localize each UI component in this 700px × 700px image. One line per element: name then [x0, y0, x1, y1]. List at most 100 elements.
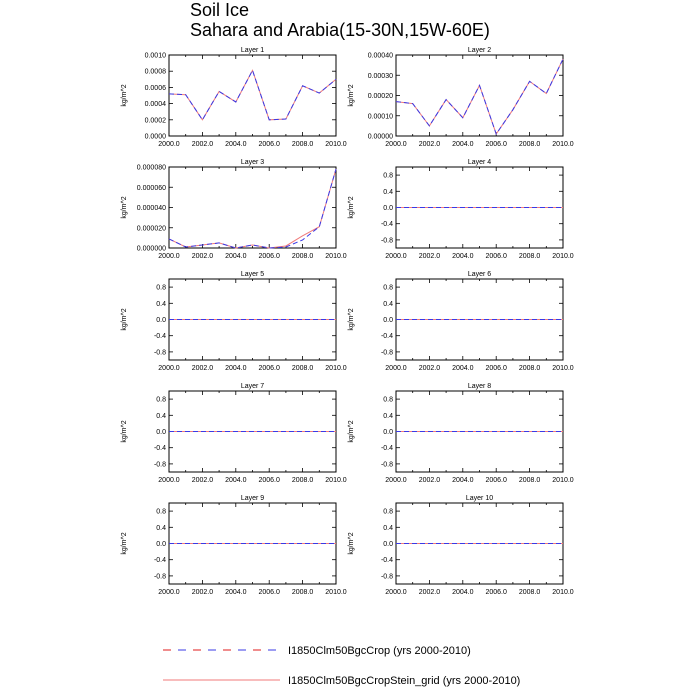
panel-title: Layer 8 [468, 383, 491, 390]
y-tick-label: -0.4 [381, 221, 393, 228]
x-tick-label: 2008.0 [519, 365, 541, 372]
y-tick-label: -0.8 [154, 349, 166, 356]
y-tick-label: -0.4 [154, 333, 166, 340]
x-tick-label: 2010.0 [552, 141, 574, 148]
y-axis-label: kg/m^2 [121, 420, 128, 442]
y-tick-label: 0.4 [156, 413, 166, 420]
x-tick-label: 2002.0 [192, 141, 214, 148]
y-tick-label: 0.8 [383, 285, 393, 292]
x-tick-label: 2008.0 [519, 253, 541, 260]
y-axis-label: kg/m^2 [348, 84, 355, 106]
panel-title: Layer 10 [466, 495, 493, 502]
x-tick-label: 2010.0 [552, 365, 574, 372]
y-tick-label: 0.00030 [368, 73, 393, 80]
y-tick-label: 0.000000 [137, 246, 166, 253]
x-tick-label: 2002.0 [192, 477, 214, 484]
y-tick-label: 0.00010 [368, 113, 393, 120]
y-tick-label: 0.0 [383, 429, 393, 436]
x-tick-label: 2002.0 [192, 253, 214, 260]
y-axis-label: kg/m^2 [121, 84, 128, 106]
y-tick-label: 0.8 [383, 509, 393, 516]
panel-title: Layer 2 [468, 47, 491, 54]
y-tick-label: 0.4 [156, 301, 166, 308]
panel-title: Layer 6 [468, 271, 491, 278]
x-tick-label: 2004.0 [225, 365, 247, 372]
panel-title: Layer 3 [241, 159, 264, 166]
y-tick-label: 0.4 [156, 525, 166, 532]
y-tick-label: 0.8 [383, 173, 393, 180]
plot-panel-7: Layer 7 -0.8 -0.4 0.0 0.4 0.8 2000.0 2002.0 2004… [121, 383, 347, 484]
x-tick-label: 2006.0 [258, 589, 280, 596]
y-tick-label: -0.8 [381, 573, 393, 580]
x-tick-label: 2008.0 [292, 253, 314, 260]
y-tick-label: -0.4 [381, 557, 393, 564]
x-tick-label: 2004.0 [225, 253, 247, 260]
x-tick-label: 2002.0 [419, 365, 441, 372]
y-tick-label: 0.0008 [145, 69, 167, 76]
plot-panel-9: Layer 9 -0.8 -0.4 0.0 0.4 0.8 2000.0 2002.0 2004… [121, 495, 347, 596]
y-tick-label: 0.000080 [137, 165, 166, 172]
y-axis-label: kg/m^2 [121, 308, 128, 330]
y-tick-label: 0.00020 [368, 93, 393, 100]
y-tick-label: 0.00000 [368, 134, 393, 141]
x-tick-label: 2008.0 [519, 477, 541, 484]
panel-title: Layer 9 [241, 495, 264, 502]
y-tick-label: -0.8 [381, 349, 393, 356]
y-tick-label: 0.8 [156, 397, 166, 404]
y-tick-label: -0.4 [154, 557, 166, 564]
x-tick-label: 2004.0 [452, 589, 474, 596]
panel-title: Layer 1 [241, 47, 264, 54]
plot-panel-3: Layer 3 0.000000 0.000020 0.000040 0.000060 0… [121, 159, 347, 260]
x-tick-label: 2010.0 [325, 477, 347, 484]
x-tick-label: 2006.0 [258, 477, 280, 484]
x-tick-label: 2008.0 [292, 477, 314, 484]
y-tick-label: 0.4 [383, 301, 393, 308]
figure-title-line1: Soil Ice [190, 0, 250, 20]
legend-item-2: I1850Clm50BgcCropStein_grid (yrs 2000-20… [163, 675, 520, 687]
y-tick-label: -0.4 [154, 445, 166, 452]
x-tick-label: 2000.0 [158, 365, 180, 372]
x-tick-label: 2008.0 [519, 141, 541, 148]
x-tick-label: 2010.0 [552, 253, 574, 260]
y-tick-label: -0.8 [381, 461, 393, 468]
x-tick-label: 2006.0 [258, 365, 280, 372]
y-tick-label: -0.4 [381, 445, 393, 452]
y-tick-label: 0.0002 [145, 117, 167, 124]
y-tick-label: -0.8 [381, 237, 393, 244]
y-tick-label: 0.0 [156, 317, 166, 324]
x-tick-label: 2002.0 [419, 589, 441, 596]
panel-title: Layer 7 [241, 383, 264, 390]
y-tick-label: 0.00040 [368, 53, 393, 60]
x-tick-label: 2006.0 [485, 365, 507, 372]
y-axis-label: kg/m^2 [121, 532, 128, 554]
y-tick-label: 0.0006 [145, 85, 167, 92]
y-tick-label: 0.0004 [145, 101, 167, 108]
y-tick-label: 0.0 [383, 205, 393, 212]
x-tick-label: 2004.0 [225, 589, 247, 596]
y-tick-label: 0.4 [383, 189, 393, 196]
plot-frame [168, 54, 337, 137]
legend-label: I1850Clm50BgcCrop (yrs 2000-2010) [288, 645, 471, 657]
x-tick-label: 2002.0 [419, 477, 441, 484]
x-tick-label: 2002.0 [192, 365, 214, 372]
y-tick-label: -0.8 [154, 573, 166, 580]
y-axis-label: kg/m^2 [348, 196, 355, 218]
x-tick-label: 2000.0 [158, 589, 180, 596]
y-tick-label: 0.4 [383, 413, 393, 420]
y-tick-label: 0.0 [156, 541, 166, 548]
series-line-solid [168, 69, 337, 121]
y-axis-label: kg/m^2 [121, 196, 128, 218]
panel-title: Layer 4 [468, 159, 491, 166]
y-tick-label: 0.000060 [137, 185, 166, 192]
x-tick-label: 2008.0 [519, 589, 541, 596]
figure-title-line2: Sahara and Arabia(15-30N,15W-60E) [190, 20, 490, 40]
x-tick-label: 2000.0 [385, 141, 407, 148]
series-line-solid [395, 58, 564, 136]
y-tick-label: 0.0 [383, 317, 393, 324]
x-tick-label: 2006.0 [258, 141, 280, 148]
x-tick-label: 2002.0 [192, 589, 214, 596]
y-axis-label: kg/m^2 [348, 308, 355, 330]
y-tick-label: 0.0000 [145, 134, 167, 141]
y-tick-label: 0.0 [156, 429, 166, 436]
